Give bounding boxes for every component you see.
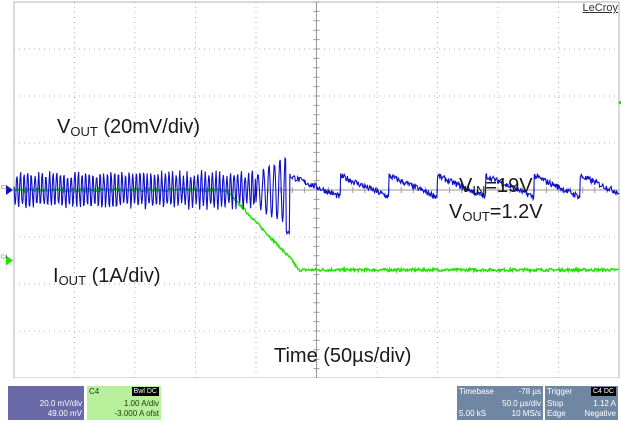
c4-offset: -3.000 A ofst: [114, 409, 159, 418]
vin-annotation: VIN=19V: [459, 175, 533, 198]
status-bar: 20.0 mV/div 49.00 mV C4 Bwl DC 1.00 A/di…: [0, 382, 621, 423]
trigger-type: Edge: [547, 409, 566, 418]
trigger-mode: Stop: [547, 399, 564, 408]
c4-coupling-badge: Bwl DC: [131, 387, 159, 396]
brand-logo: LeCroy: [582, 2, 618, 14]
trigger-level-marker: [618, 100, 621, 105]
trigger-descriptor[interactable]: Trigger C4 DC Stop 1.12 A Edge Negative: [545, 386, 618, 420]
channel-4-ground-label: C4: [1, 255, 8, 261]
timebase-samples: 5.00 kS: [459, 409, 487, 418]
channel-4-ground-marker: [6, 255, 13, 266]
channel-1-ground-label: C1: [1, 185, 8, 191]
vout-value-annotation: VOUT=1.2V: [449, 201, 543, 224]
channel-1-descriptor[interactable]: 20.0 mV/div 49.00 mV: [8, 386, 84, 420]
timebase-label: Timebase: [459, 387, 494, 396]
timebase-delay: -78 µs: [518, 387, 541, 396]
iout-trace: [13, 186, 620, 274]
iout-scale-annotation: IOUT (1A/div): [53, 265, 161, 288]
oscilloscope-screen: C1 C4 LeCroy VOUT (20mV/div) IOUT (1A/div…: [1, 1, 621, 385]
time-scale-annotation: Time (50µs/div): [274, 345, 412, 367]
trigger-slope: Negative: [584, 409, 616, 418]
trigger-label: Trigger: [547, 387, 573, 396]
timebase-descriptor[interactable]: Timebase -78 µs 50.0 µs/div 5.00 kS 10 M…: [457, 386, 543, 420]
channel-4-descriptor[interactable]: C4 Bwl DC 1.00 A/div -3.000 A ofst: [87, 386, 161, 420]
c1-offset: 49.00 mV: [47, 409, 82, 418]
timebase-rate: 10 MS/s: [511, 409, 541, 418]
channel-1-ground-marker: [6, 185, 13, 195]
trigger-level: 1.12 A: [593, 399, 616, 408]
trigger-channel-badge: C4 DC: [590, 387, 616, 396]
vout-scale-annotation: VOUT (20mV/div): [57, 116, 201, 139]
vout-trace: [13, 156, 620, 236]
c1-scale: 20.0 mV/div: [39, 399, 82, 408]
c4-scale: 1.00 A/div: [123, 399, 159, 408]
waveform-plot: C1 C4: [1, 1, 621, 385]
timebase-per-div: 50.0 µs/div: [502, 399, 541, 408]
c4-name: C4: [89, 387, 100, 396]
